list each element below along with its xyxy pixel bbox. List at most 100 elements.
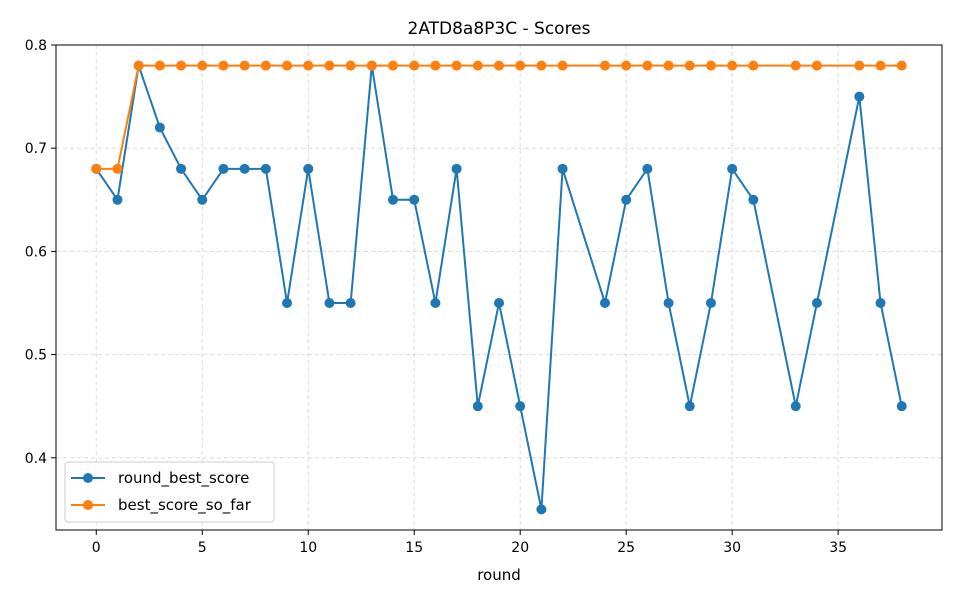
data-point-best-score-so-far [811, 60, 822, 71]
data-point-best-score-so-far [705, 60, 716, 71]
data-point-round-best-score [557, 163, 568, 174]
data-point-best-score-so-far [409, 60, 420, 71]
data-point-best-score-so-far [494, 60, 504, 71]
data-point-round-best-score [239, 163, 250, 174]
data-point-round-best-score [409, 194, 420, 205]
data-point-round-best-score [494, 297, 504, 308]
data-point-best-score-so-far [260, 60, 271, 71]
data-point-best-score-so-far [557, 60, 568, 71]
data-point-round-best-score [388, 194, 399, 205]
data-point-best-score-so-far [176, 60, 187, 71]
data-point-round-best-score [324, 297, 335, 308]
data-point-round-best-score [705, 297, 716, 308]
data-point-round-best-score [727, 163, 738, 174]
legend-label-round-best-score: round_best_score [118, 469, 249, 488]
data-point-best-score-so-far [727, 60, 738, 71]
series-line-best-score-so-far [96, 64, 902, 170]
x-axis-title: round [477, 566, 521, 584]
data-point-round-best-score [472, 401, 483, 412]
data-point-best-score-so-far [451, 60, 462, 71]
data-point-best-score-so-far [663, 60, 674, 71]
x-tick-label: 20 [511, 540, 529, 556]
y-tick-label: 0.4 [25, 451, 47, 467]
data-point-best-score-so-far [324, 60, 335, 71]
x-tick-label: 30 [723, 540, 741, 556]
data-point-best-score-so-far [282, 60, 293, 71]
data-point-round-best-score [345, 297, 356, 308]
data-point-best-score-so-far [472, 60, 483, 71]
y-tick-label: 0.5 [25, 348, 47, 364]
data-point-best-score-so-far [388, 60, 399, 71]
data-point-round-best-score [218, 163, 229, 174]
data-point-round-best-score [451, 163, 462, 174]
data-point-best-score-so-far [896, 60, 907, 71]
plot-frame [55, 44, 943, 531]
data-point-best-score-so-far [875, 60, 886, 71]
data-point-round-best-score [663, 297, 674, 308]
chart-title: 2ATD8a8P3C - Scores [408, 19, 591, 39]
data-point-round-best-score [430, 297, 441, 308]
data-point-best-score-so-far [303, 60, 314, 71]
data-point-best-score-so-far [790, 60, 801, 71]
data-point-round-best-score [536, 504, 547, 515]
data-point-best-score-so-far [748, 60, 759, 71]
data-point-round-best-score [621, 194, 632, 205]
y-tick-label: 0.8 [25, 38, 47, 54]
legend-box [64, 461, 275, 523]
data-point-best-score-so-far [239, 60, 250, 71]
data-point-round-best-score [684, 401, 695, 412]
data-point-round-best-score [599, 297, 610, 308]
data-point-round-best-score [154, 122, 165, 133]
data-point-round-best-score [854, 91, 865, 102]
y-tick-label: 0.6 [25, 244, 47, 260]
x-tick-label: 15 [405, 540, 423, 556]
data-point-round-best-score [875, 297, 886, 308]
data-point-best-score-so-far [430, 60, 441, 71]
axis-ticks: 0 5 10 15 20 25 30 35 0.4 0.5 0.6 0.7 0.8 [25, 38, 847, 556]
data-point-best-score-so-far [366, 60, 377, 71]
legend-marker-round-best-score [83, 473, 93, 483]
data-point-round-best-score [811, 297, 822, 308]
data-point-round-best-score [176, 163, 187, 174]
data-point-best-score-so-far [536, 60, 547, 71]
grid [56, 44, 942, 530]
data-point-best-score-so-far [515, 60, 526, 71]
data-point-round-best-score [303, 163, 314, 174]
data-point-round-best-score [790, 401, 801, 412]
x-tick-label: 10 [299, 540, 317, 556]
data-point-round-best-score [896, 401, 907, 412]
data-point-round-best-score [112, 194, 123, 205]
data-point-round-best-score [282, 297, 293, 308]
data-point-best-score-so-far [642, 60, 653, 71]
series-round-best-score [91, 60, 907, 515]
data-point-best-score-so-far [684, 60, 695, 71]
legend: round_best_score best_score_so_far [64, 461, 275, 523]
x-tick-label: 25 [617, 540, 635, 556]
series-best-score-so-far [91, 60, 907, 174]
legend-marker-best-score-so-far [83, 500, 93, 510]
data-point-best-score-so-far [197, 60, 208, 71]
x-tick-label: 5 [198, 540, 207, 556]
legend-label-best-score-so-far: best_score_so_far [118, 496, 252, 515]
data-point-round-best-score [748, 194, 759, 205]
data-point-best-score-so-far [154, 60, 165, 71]
data-point-round-best-score [260, 163, 271, 174]
series-line-round-best-score [95, 64, 903, 511]
data-point-round-best-score [642, 163, 653, 174]
data-point-round-best-score [197, 194, 208, 205]
data-point-round-best-score [515, 401, 526, 412]
data-point-best-score-so-far [621, 60, 632, 71]
data-point-best-score-so-far [345, 60, 356, 71]
data-point-best-score-so-far [599, 60, 610, 71]
data-point-best-score-so-far [112, 163, 123, 174]
data-point-best-score-so-far [218, 60, 229, 71]
data-point-best-score-so-far [854, 60, 865, 71]
y-tick-label: 0.7 [25, 141, 47, 157]
x-tick-label: 35 [829, 540, 847, 556]
data-point-best-score-so-far [133, 60, 144, 71]
data-point-best-score-so-far [91, 163, 102, 174]
series-layer [91, 60, 907, 515]
x-tick-label: 0 [92, 540, 101, 556]
